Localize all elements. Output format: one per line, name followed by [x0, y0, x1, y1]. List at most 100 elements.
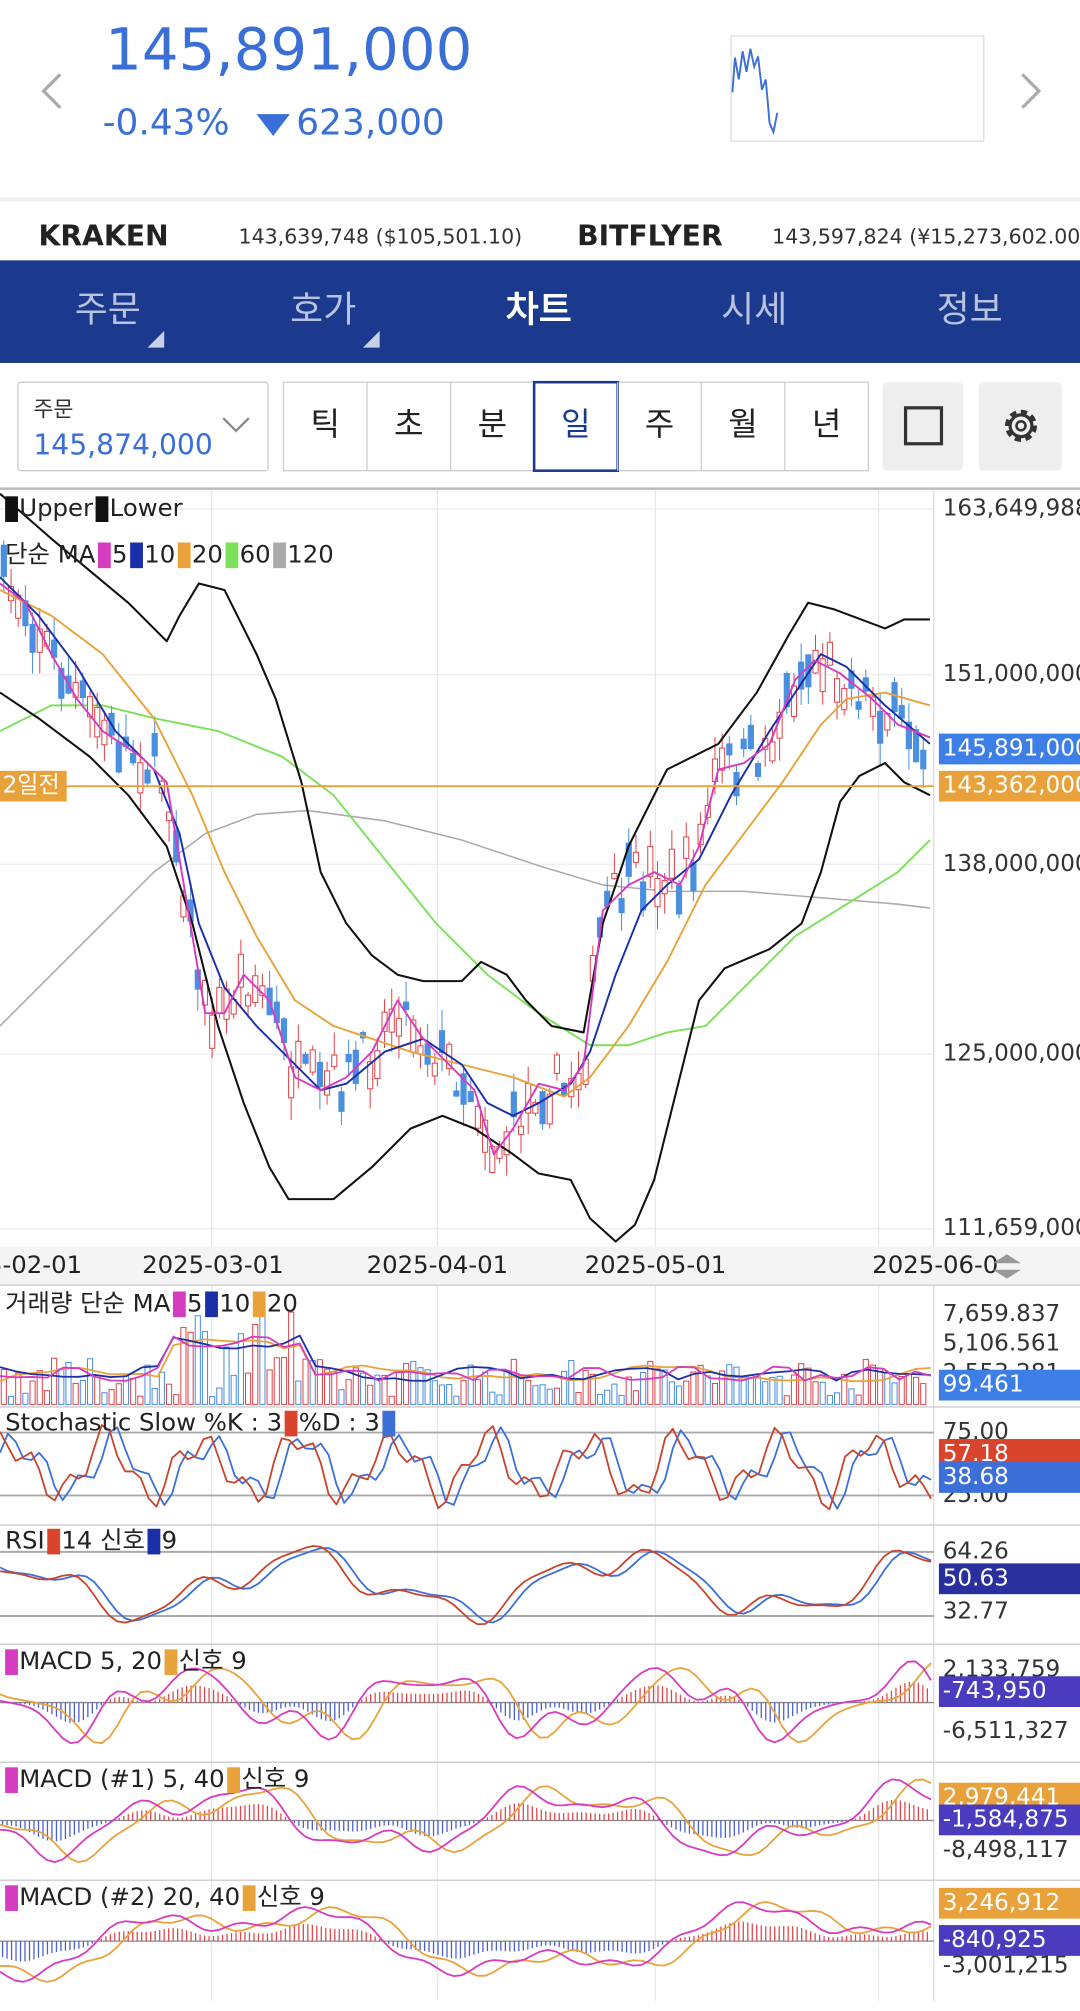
- volume-ma: [0, 1334, 931, 1382]
- volume-bar: [517, 1374, 525, 1405]
- axis-label: -6,511,327: [943, 1718, 1069, 1744]
- tab[interactable]: 주문: [75, 290, 141, 331]
- candle-body: [237, 953, 244, 988]
- legend-swatch: [130, 542, 143, 569]
- volume-bar: [561, 1370, 568, 1405]
- volume-bar: [539, 1384, 546, 1405]
- axis-label: 143,362,000: [943, 773, 1080, 799]
- volume-bar: [754, 1376, 762, 1405]
- volume-bar: [338, 1389, 345, 1405]
- axis-label: -840,925: [943, 1927, 1047, 1953]
- candle-body: [151, 732, 158, 757]
- candle-body: [517, 1125, 525, 1135]
- volume-bar: [805, 1367, 812, 1405]
- settings-button[interactable]: [978, 382, 1063, 471]
- volume-bar: [58, 1368, 65, 1405]
- volume-bar: [259, 1313, 266, 1405]
- legend-swatch: [205, 1291, 218, 1318]
- candle-body: [805, 654, 812, 688]
- candle-body: [733, 772, 740, 797]
- indicator-line: [0, 1424, 932, 1511]
- interval-button[interactable]: 분: [478, 405, 507, 443]
- tab[interactable]: 호가: [290, 290, 356, 331]
- axis-label: 163,649,988: [943, 496, 1080, 522]
- volume-bar: [151, 1388, 158, 1405]
- volume-bar: [201, 1331, 209, 1405]
- volume-bar: [726, 1364, 733, 1405]
- axis-label-box: [938, 1462, 1080, 1493]
- candle-body: [690, 861, 697, 892]
- volume-bar: [403, 1363, 410, 1405]
- change-amount: 623,000: [296, 102, 444, 143]
- axis-label: 99.461: [943, 1372, 1024, 1398]
- volume-bar: [661, 1369, 668, 1405]
- gear-hole: [1015, 420, 1027, 432]
- date-axis: [0, 1246, 1080, 1286]
- interval-button[interactable]: 틱: [311, 405, 340, 443]
- exchange-name: KRAKEN: [38, 219, 168, 252]
- candle-body: [244, 994, 252, 1007]
- order-box[interactable]: [17, 381, 269, 472]
- volume-bar: [525, 1379, 532, 1405]
- legend-text: 단순 MA: [5, 539, 96, 568]
- interval-button[interactable]: 일: [561, 405, 590, 443]
- volume-bar: [15, 1372, 22, 1405]
- legend-text: 신호 9: [179, 1646, 247, 1675]
- tab[interactable]: 정보: [937, 290, 1003, 331]
- next-arrow[interactable]: [1021, 73, 1042, 109]
- candle-body: [345, 1053, 352, 1063]
- candle-body: [209, 1014, 216, 1049]
- candle-body: [424, 1043, 431, 1065]
- axis-label: 7,659.837: [943, 1301, 1060, 1327]
- legend-swatch: [172, 1291, 186, 1318]
- legend-text: MACD (#1) 5, 40: [19, 1764, 224, 1793]
- volume-bar: [568, 1359, 575, 1405]
- volume-bar: [288, 1311, 295, 1405]
- volume-bar: [819, 1381, 826, 1405]
- candle-body: [338, 1091, 345, 1112]
- draw-button[interactable]: [882, 382, 964, 471]
- axis-label: 111,659,000: [943, 1215, 1080, 1241]
- volume-bar: [79, 1379, 86, 1405]
- interval-button[interactable]: 초: [394, 405, 423, 443]
- candle-body: [553, 1054, 561, 1074]
- nav-bar: [0, 260, 1080, 363]
- volume-bar: [532, 1385, 539, 1405]
- candle-body: [29, 623, 36, 653]
- interval-button[interactable]: 주: [645, 405, 674, 443]
- volume-bar: [618, 1394, 625, 1405]
- macd-line: [0, 1901, 932, 1983]
- chevron: [222, 417, 250, 433]
- axis-label-box: [938, 1925, 1080, 1956]
- exchange-name: BITFLYER: [577, 219, 723, 252]
- axis-label: 5,106.561: [943, 1331, 1060, 1357]
- axis-label: -3,001,215: [943, 1953, 1069, 1979]
- axis-label: 125,000,000: [943, 1041, 1080, 1067]
- volume-bar: [352, 1367, 359, 1405]
- candle-body: [130, 753, 137, 764]
- legend-text: RSI: [5, 1526, 45, 1555]
- exchange-price: 143,639,748 ($105,501.10): [239, 224, 523, 248]
- candle-body: [833, 678, 841, 703]
- candle-body: [912, 729, 920, 763]
- volume-bar: [826, 1395, 833, 1405]
- signal-line: [0, 1426, 932, 1510]
- volume-bar: [762, 1381, 769, 1405]
- tabs: 주문 호가 차트 시세 정보: [75, 290, 1003, 331]
- interval-button[interactable]: 년: [812, 405, 841, 443]
- volume-bar: [331, 1371, 338, 1405]
- legend-text: 10: [144, 539, 175, 568]
- interval-button[interactable]: 월: [728, 405, 757, 443]
- candle-body: [754, 763, 762, 777]
- legend-text: 거래량 단순 MA: [5, 1288, 171, 1317]
- tab[interactable]: 차트: [506, 290, 572, 331]
- signal-line: [0, 1901, 932, 1983]
- volume-bar: [697, 1364, 704, 1405]
- prev-arrow[interactable]: [41, 73, 62, 109]
- axis-label: 3,246,912: [943, 1890, 1060, 1916]
- axis-label: -8,498,117: [943, 1837, 1069, 1863]
- tab[interactable]: 시세: [721, 290, 787, 331]
- candle-body: [173, 830, 180, 863]
- legend-swatch: [273, 542, 286, 569]
